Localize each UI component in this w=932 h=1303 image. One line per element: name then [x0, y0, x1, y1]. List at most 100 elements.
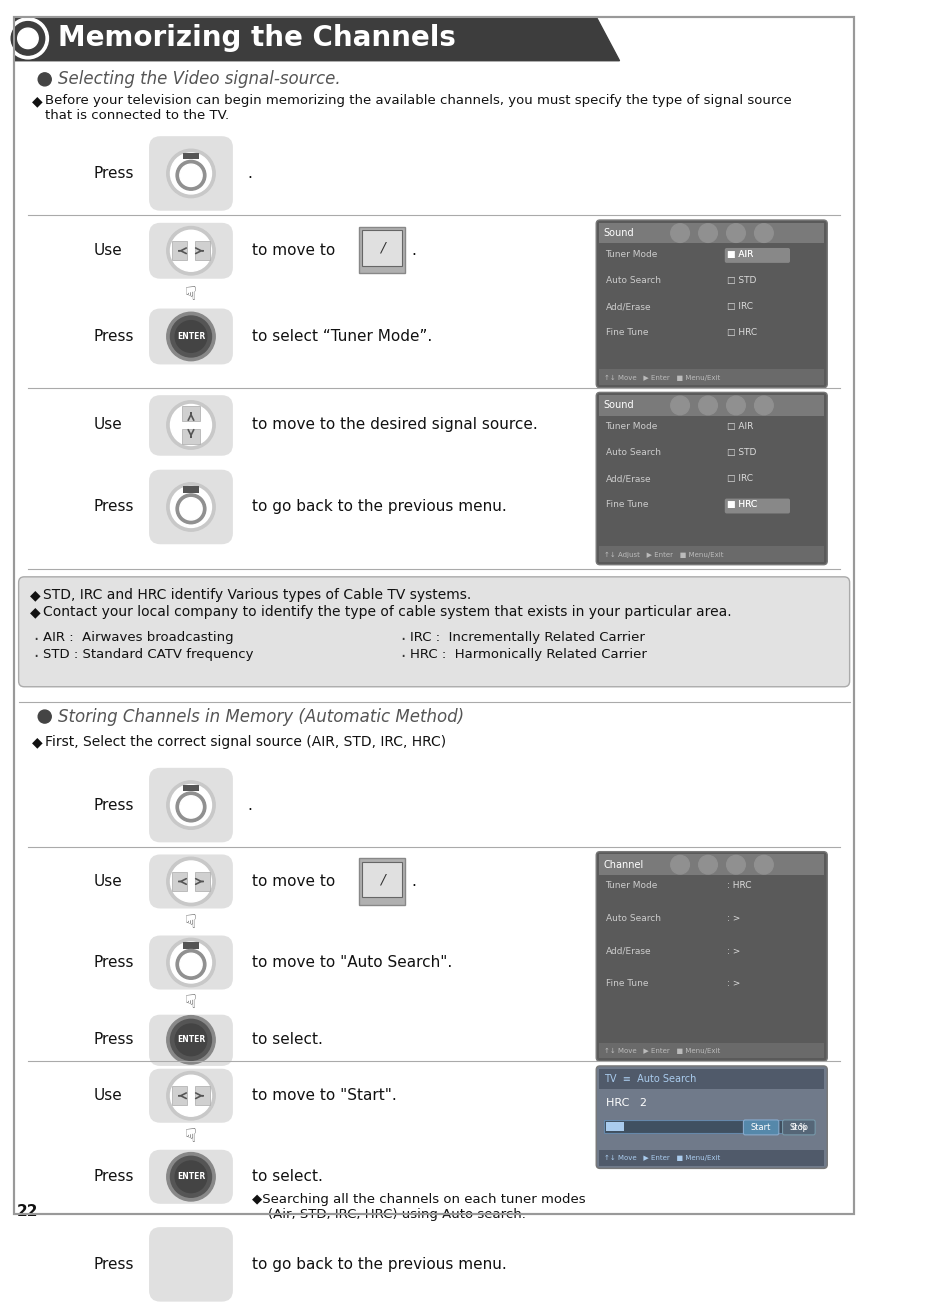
- Text: ☟: ☟: [185, 1127, 197, 1147]
- Bar: [182, 429, 200, 443]
- Text: Use: Use: [93, 417, 122, 433]
- Bar: [183, 942, 199, 949]
- Circle shape: [727, 224, 746, 242]
- Text: ↑↓ Adjust   ▶ Enter   ■ Menu/Exit: ↑↓ Adjust ▶ Enter ■ Menu/Exit: [604, 551, 723, 558]
- Text: ·: ·: [34, 631, 39, 649]
- Circle shape: [175, 321, 207, 352]
- Text: Tuner Mode: Tuner Mode: [606, 250, 658, 259]
- Circle shape: [176, 494, 206, 524]
- FancyBboxPatch shape: [149, 1149, 233, 1204]
- FancyBboxPatch shape: [149, 1227, 233, 1302]
- Bar: [606, 1122, 624, 1131]
- Text: Storing Channels in Memory (Automatic Method): Storing Channels in Memory (Automatic Me…: [58, 708, 464, 726]
- Text: Channel: Channel: [604, 860, 644, 869]
- Text: 0 %: 0 %: [792, 1123, 806, 1132]
- Circle shape: [180, 954, 202, 976]
- Text: Press: Press: [93, 955, 133, 969]
- Circle shape: [167, 1240, 215, 1289]
- Bar: [359, 227, 405, 274]
- Bar: [172, 872, 187, 891]
- Circle shape: [755, 855, 774, 874]
- Bar: [172, 1087, 187, 1105]
- Text: Use: Use: [93, 874, 122, 889]
- Circle shape: [171, 1075, 212, 1117]
- Text: Press: Press: [93, 499, 133, 515]
- Bar: [599, 1042, 825, 1058]
- Circle shape: [171, 942, 212, 982]
- Text: □ IRC: □ IRC: [727, 302, 753, 311]
- Text: Press: Press: [93, 165, 133, 181]
- Circle shape: [176, 1251, 206, 1281]
- Bar: [599, 395, 825, 416]
- Circle shape: [699, 396, 718, 414]
- Text: to go back to the previous menu.: to go back to the previous menu.: [252, 1257, 506, 1272]
- Text: □ AIR: □ AIR: [727, 250, 753, 259]
- FancyBboxPatch shape: [149, 936, 233, 989]
- Circle shape: [167, 401, 215, 450]
- Text: : >: : >: [727, 915, 740, 923]
- Circle shape: [699, 855, 718, 874]
- Text: Press: Press: [93, 328, 133, 344]
- Text: ◆: ◆: [32, 735, 42, 749]
- FancyBboxPatch shape: [149, 137, 233, 211]
- Text: Tuner Mode: Tuner Mode: [606, 422, 658, 431]
- Text: ↑↓ Move   ▶ Enter   ■ Menu/Exit: ↑↓ Move ▶ Enter ■ Menu/Exit: [604, 1154, 720, 1161]
- Text: ■ HRC: ■ HRC: [727, 500, 757, 509]
- Text: □ HRC: □ HRC: [727, 328, 757, 337]
- Text: : HRC: : HRC: [727, 881, 751, 890]
- Circle shape: [727, 396, 746, 414]
- Text: Add/Erase: Add/Erase: [606, 947, 651, 955]
- Text: IRC :  Incrementally Related Carrier: IRC : Incrementally Related Carrier: [410, 631, 645, 644]
- Bar: [599, 223, 825, 244]
- Text: Sound: Sound: [604, 228, 635, 238]
- Text: /: /: [379, 241, 384, 255]
- FancyBboxPatch shape: [725, 499, 790, 513]
- Text: .: .: [247, 797, 252, 813]
- Circle shape: [175, 1024, 207, 1055]
- Circle shape: [699, 224, 718, 242]
- Bar: [599, 546, 825, 562]
- Text: ·: ·: [401, 648, 405, 666]
- Text: Tuner Mode: Tuner Mode: [606, 881, 658, 890]
- Text: Press: Press: [93, 1169, 133, 1184]
- Circle shape: [167, 780, 215, 829]
- Text: Fine Tune: Fine Tune: [606, 500, 648, 509]
- Text: Sound: Sound: [604, 400, 635, 410]
- FancyBboxPatch shape: [149, 767, 233, 842]
- Text: HRC   2: HRC 2: [606, 1097, 647, 1108]
- Text: to move to the desired signal source.: to move to the desired signal source.: [252, 417, 537, 433]
- Circle shape: [171, 231, 212, 271]
- Text: ·: ·: [401, 631, 405, 649]
- Text: to move to "Auto Search".: to move to "Auto Search".: [252, 955, 452, 969]
- Text: ☟: ☟: [185, 284, 197, 304]
- Circle shape: [167, 150, 215, 198]
- Text: STD, IRC and HRC identify Various types of Cable TV systems.: STD, IRC and HRC identify Various types …: [43, 588, 471, 602]
- Polygon shape: [14, 17, 620, 61]
- Text: .: .: [247, 165, 252, 181]
- Circle shape: [171, 1244, 212, 1285]
- Circle shape: [755, 396, 774, 414]
- Circle shape: [11, 22, 45, 55]
- Text: Start: Start: [751, 1123, 772, 1132]
- Text: to go back to the previous menu.: to go back to the previous menu.: [252, 499, 506, 515]
- Text: TV  ≡  Auto Search: TV ≡ Auto Search: [604, 1074, 696, 1084]
- Text: to select “Tuner Mode”.: to select “Tuner Mode”.: [252, 328, 432, 344]
- Text: □ STD: □ STD: [727, 276, 756, 285]
- Circle shape: [171, 784, 212, 826]
- Text: Press: Press: [93, 1032, 133, 1048]
- Circle shape: [167, 1015, 215, 1065]
- Circle shape: [167, 1153, 215, 1201]
- Text: Before your television can begin memorizing the available channels, you must spe: Before your television can begin memoriz…: [45, 94, 791, 107]
- Text: ◆: ◆: [30, 605, 40, 619]
- Bar: [363, 861, 402, 898]
- Circle shape: [171, 152, 212, 194]
- Text: □ STD: □ STD: [727, 448, 756, 457]
- Text: First, Select the correct signal source (AIR, STD, IRC, HRC): First, Select the correct signal source …: [45, 735, 445, 749]
- Text: Fine Tune: Fine Tune: [606, 328, 648, 337]
- Circle shape: [171, 1156, 212, 1197]
- Text: ☟: ☟: [185, 913, 197, 932]
- Circle shape: [176, 792, 206, 822]
- Bar: [195, 241, 210, 261]
- FancyBboxPatch shape: [149, 309, 233, 365]
- Text: ↑↓ Move   ▶ Enter   ■ Menu/Exit: ↑↓ Move ▶ Enter ■ Menu/Exit: [604, 1048, 720, 1054]
